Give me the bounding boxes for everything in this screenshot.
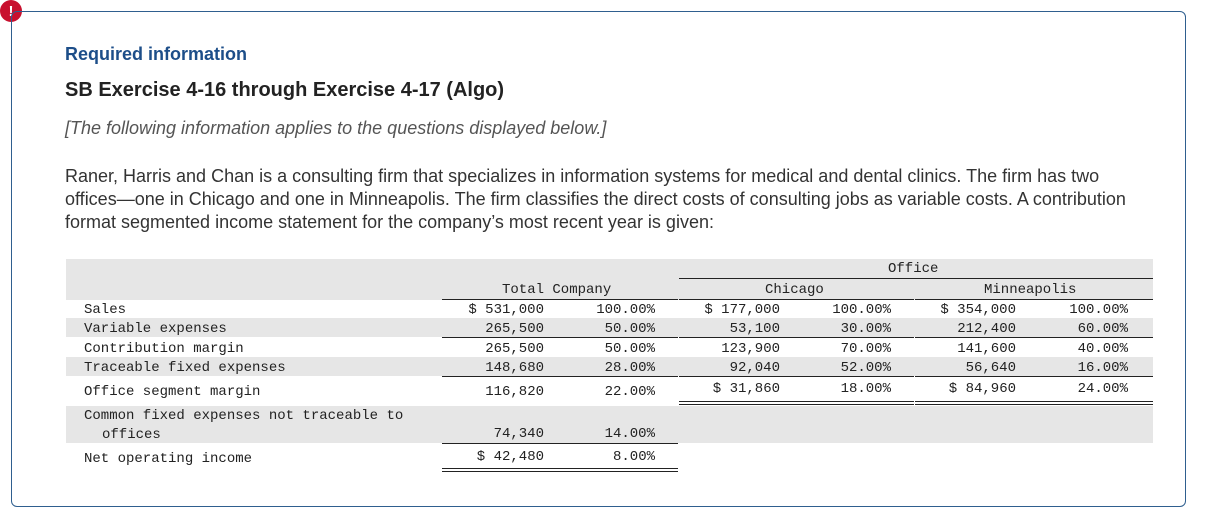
chicago-amount: 92,040 <box>729 360 780 376</box>
minneapolis-percent: 16.00% <box>1077 360 1128 376</box>
subtotal-rule <box>442 337 678 338</box>
total-header-rule <box>442 299 678 300</box>
chicago-percent: 100.00% <box>832 302 891 318</box>
minneapolis-amount: 212,400 <box>957 321 1016 337</box>
required-info-heading: Required information <box>65 44 248 64</box>
total-amount: 265,500 <box>485 341 544 357</box>
office-rule <box>679 278 1153 279</box>
row-label-continued: offices <box>102 427 161 443</box>
double-rule <box>915 404 1153 405</box>
segmented-income-statement: Office Total Company Chicago Minneapolis… <box>66 259 1153 472</box>
total-percent: 22.00% <box>604 384 655 400</box>
minneapolis-header-rule <box>915 299 1153 300</box>
minneapolis-percent: 40.00% <box>1077 341 1128 357</box>
total-percent: 14.00% <box>604 426 655 442</box>
subtotal-rule <box>442 376 678 377</box>
total-percent: 50.00% <box>604 341 655 357</box>
total-percent: 100.00% <box>596 302 655 318</box>
total-amount: 265,500 <box>485 321 544 337</box>
double-rule <box>915 401 1153 402</box>
row-label: Net operating income <box>84 451 253 467</box>
info-card <box>11 11 1186 507</box>
exercise-title: SB Exercise 4-16 through Exercise 4-17 (… <box>65 79 505 101</box>
row-band <box>66 318 1153 337</box>
chicago-amount: $ 31,860 <box>712 381 780 397</box>
row-label: Common fixed expenses not traceable to <box>84 408 404 424</box>
total-amount: 116,820 <box>485 384 544 400</box>
chicago-header: Chicago <box>765 282 824 298</box>
minneapolis-amount: $ 354,000 <box>940 302 1016 318</box>
minneapolis-header: Minneapolis <box>984 282 1077 298</box>
row-band <box>66 406 1153 443</box>
chicago-amount: $ 177,000 <box>704 302 780 318</box>
minneapolis-percent: 100.00% <box>1069 302 1128 318</box>
double-rule <box>442 471 678 472</box>
chicago-percent: 18.00% <box>840 381 891 397</box>
chicago-amount: 123,900 <box>721 341 780 357</box>
row-label: Office segment margin <box>84 384 261 400</box>
chicago-header-rule <box>679 299 914 300</box>
total-company-header: Total Company <box>502 282 612 298</box>
chicago-percent: 70.00% <box>840 341 891 357</box>
header-band <box>66 259 1153 300</box>
total-percent: 28.00% <box>604 360 655 376</box>
minneapolis-percent: 24.00% <box>1077 381 1128 397</box>
row-label: Traceable fixed expenses <box>84 360 286 376</box>
total-amount: $ 531,000 <box>468 302 544 318</box>
total-amount: $ 42,480 <box>476 449 544 465</box>
row-band <box>66 357 1153 376</box>
subtotal-rule <box>679 337 914 338</box>
problem-paragraph: Raner, Harris and Chan is a consulting f… <box>65 166 1126 232</box>
total-percent: 8.00% <box>612 449 655 465</box>
row-label: Contribution margin <box>84 341 244 357</box>
chicago-amount: 53,100 <box>729 321 780 337</box>
total-amount: 74,340 <box>493 426 544 442</box>
total-amount: 148,680 <box>485 360 544 376</box>
subtotal-rule <box>679 376 914 377</box>
chicago-percent: 52.00% <box>840 360 891 376</box>
row-label: Sales <box>84 302 127 318</box>
chicago-percent: 30.00% <box>840 321 891 337</box>
subtotal-rule <box>915 337 1153 338</box>
minneapolis-amount: $ 84,960 <box>948 381 1016 397</box>
double-rule <box>679 401 914 402</box>
double-rule <box>442 468 678 469</box>
total-percent: 50.00% <box>604 321 655 337</box>
minneapolis-amount: 56,640 <box>965 360 1016 376</box>
row-label: Variable expenses <box>84 321 227 337</box>
instruction-note: [The following information applies to th… <box>65 118 607 138</box>
minneapolis-amount: 141,600 <box>957 341 1016 357</box>
double-rule <box>679 404 914 405</box>
office-header: Office <box>888 261 939 277</box>
subtotal-rule <box>915 376 1153 377</box>
minneapolis-percent: 60.00% <box>1077 321 1128 337</box>
subtotal-rule <box>442 443 678 444</box>
